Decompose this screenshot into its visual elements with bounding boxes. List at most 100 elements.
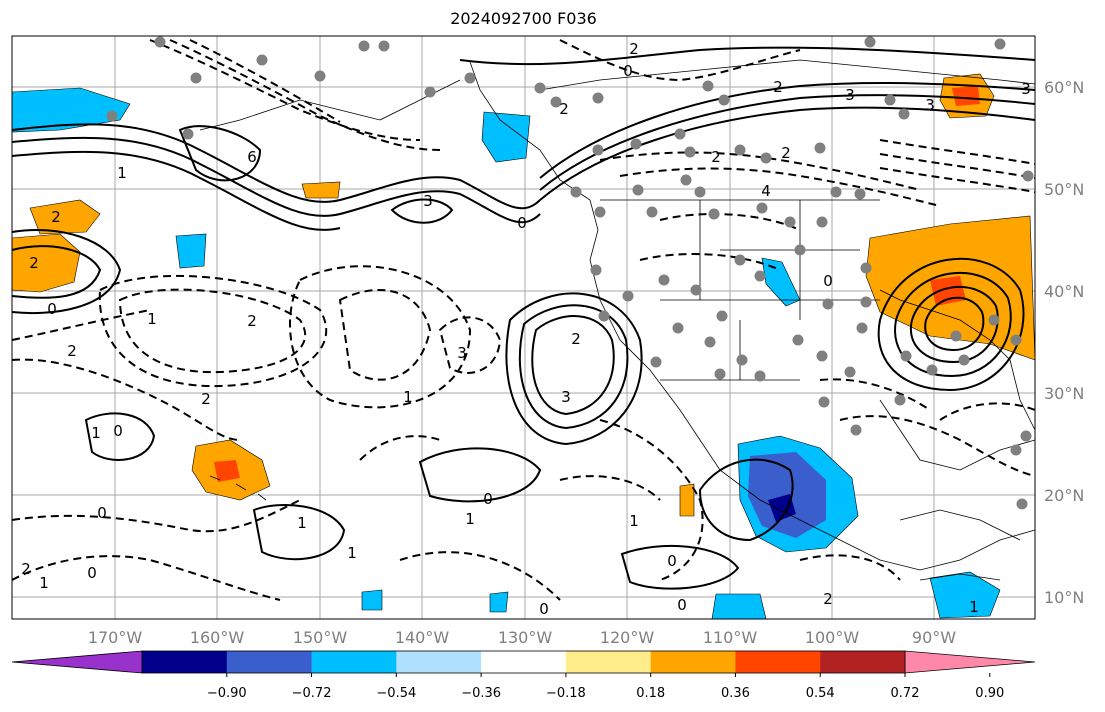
colorbar-tick-label: −0.36 bbox=[461, 686, 501, 701]
station-dot bbox=[714, 368, 726, 380]
contour-label: 1 bbox=[403, 388, 413, 406]
station-dot bbox=[716, 310, 728, 322]
shade-negative-south bbox=[711, 593, 767, 620]
station-dot bbox=[358, 40, 370, 52]
colorbar-tick-label: −0.18 bbox=[546, 686, 586, 701]
contour-label: 1 bbox=[465, 510, 475, 528]
station-dot bbox=[1010, 444, 1022, 456]
lat-label: 60°N bbox=[1044, 78, 1084, 97]
station-dot bbox=[814, 142, 826, 154]
contour-label: 2 bbox=[711, 148, 721, 166]
contour-label: 2 bbox=[201, 390, 211, 408]
solid-contours bbox=[11, 46, 1036, 590]
lon-label: 130°W bbox=[498, 628, 553, 647]
station-dot bbox=[864, 36, 876, 48]
station-dot bbox=[898, 108, 910, 120]
contour-label: 0 bbox=[823, 272, 833, 290]
lon-label: 110°W bbox=[703, 628, 758, 647]
station-dot bbox=[926, 364, 938, 376]
contour-label: 1 bbox=[629, 512, 639, 530]
contour-label: 0 bbox=[47, 300, 57, 318]
contour-label: 0 bbox=[517, 214, 527, 232]
contour-label: 2 bbox=[629, 40, 639, 58]
station-dot bbox=[1022, 170, 1034, 182]
contour-label: 0 bbox=[97, 504, 107, 522]
colorbar-tick-label: −0.54 bbox=[376, 686, 416, 701]
station-dot bbox=[850, 424, 862, 436]
station-dot bbox=[708, 208, 720, 220]
colorbar-segment bbox=[142, 651, 228, 673]
station-dot bbox=[674, 128, 686, 140]
colorbar-tick-label: 0.72 bbox=[891, 686, 920, 701]
station-dot bbox=[844, 366, 856, 378]
contour-label: 3 bbox=[845, 86, 855, 104]
station-dot bbox=[734, 254, 746, 266]
contour-label: 3 bbox=[925, 96, 935, 114]
station-dot bbox=[792, 334, 804, 346]
station-dot bbox=[314, 70, 326, 82]
shade-negative-alaska bbox=[481, 111, 531, 163]
station-dot bbox=[736, 354, 748, 366]
contour-label: 2 bbox=[247, 312, 257, 330]
station-dot bbox=[894, 394, 906, 406]
station-dot bbox=[646, 206, 658, 218]
station-dot bbox=[694, 186, 706, 198]
station-dot bbox=[704, 336, 716, 348]
contour-label: 2 bbox=[29, 254, 39, 272]
colorbar-segment bbox=[735, 651, 821, 673]
station-dot bbox=[622, 290, 634, 302]
station-dot bbox=[718, 94, 730, 106]
colorbar-tick-label: 0.18 bbox=[636, 686, 665, 701]
lon-label: 100°W bbox=[805, 628, 860, 647]
contour-label: 1 bbox=[347, 544, 357, 562]
lon-label: 170°W bbox=[88, 628, 143, 647]
station-dot bbox=[822, 298, 834, 310]
station-dot bbox=[794, 244, 806, 256]
colorbar-extend-min bbox=[11, 650, 143, 674]
station-dot bbox=[590, 264, 602, 276]
station-dot bbox=[1016, 498, 1028, 510]
station-dot bbox=[988, 314, 1000, 326]
contour-label: 3 bbox=[423, 192, 433, 210]
lon-label: 90°W bbox=[912, 628, 956, 647]
station-dot bbox=[672, 322, 684, 334]
contour-label: 3 bbox=[1021, 80, 1031, 98]
colorbar-segment bbox=[565, 651, 652, 673]
lon-label: 120°W bbox=[600, 628, 655, 647]
station-dot bbox=[816, 216, 828, 228]
colorbar-segment bbox=[311, 651, 397, 673]
contour-label: 2 bbox=[559, 100, 569, 118]
station-dot bbox=[378, 40, 390, 52]
station-dot bbox=[734, 144, 746, 156]
lat-label: 30°N bbox=[1044, 384, 1084, 403]
colorbar-tick-label: −0.72 bbox=[292, 686, 332, 701]
station-dot bbox=[860, 296, 872, 308]
station-dot bbox=[182, 128, 194, 140]
station-dot bbox=[784, 216, 796, 228]
station-dot bbox=[816, 350, 828, 362]
colorbar bbox=[11, 650, 1036, 674]
colorbar-segment bbox=[820, 651, 906, 673]
contour-label: 1 bbox=[147, 310, 157, 328]
station-dot bbox=[650, 356, 662, 368]
contour-label: 0 bbox=[623, 62, 633, 80]
station-dot bbox=[598, 310, 610, 322]
station-dot bbox=[884, 94, 896, 106]
station-dot bbox=[592, 92, 604, 104]
station-dot bbox=[684, 146, 696, 158]
station-dot bbox=[592, 144, 604, 156]
contour-label: 2 bbox=[773, 78, 783, 96]
map-frame bbox=[11, 35, 1036, 620]
colorbar-tick-label: 0.90 bbox=[975, 686, 1004, 701]
dashed-contours bbox=[11, 39, 1036, 601]
station-dot bbox=[1010, 334, 1022, 346]
contour-label: 0 bbox=[677, 596, 687, 614]
colorbar-tick-label: 0.54 bbox=[806, 686, 835, 701]
station-dot bbox=[754, 370, 766, 382]
lat-label: 40°N bbox=[1044, 282, 1084, 301]
station-dot bbox=[830, 186, 842, 198]
station-dot bbox=[958, 354, 970, 366]
station-dot bbox=[754, 270, 766, 282]
